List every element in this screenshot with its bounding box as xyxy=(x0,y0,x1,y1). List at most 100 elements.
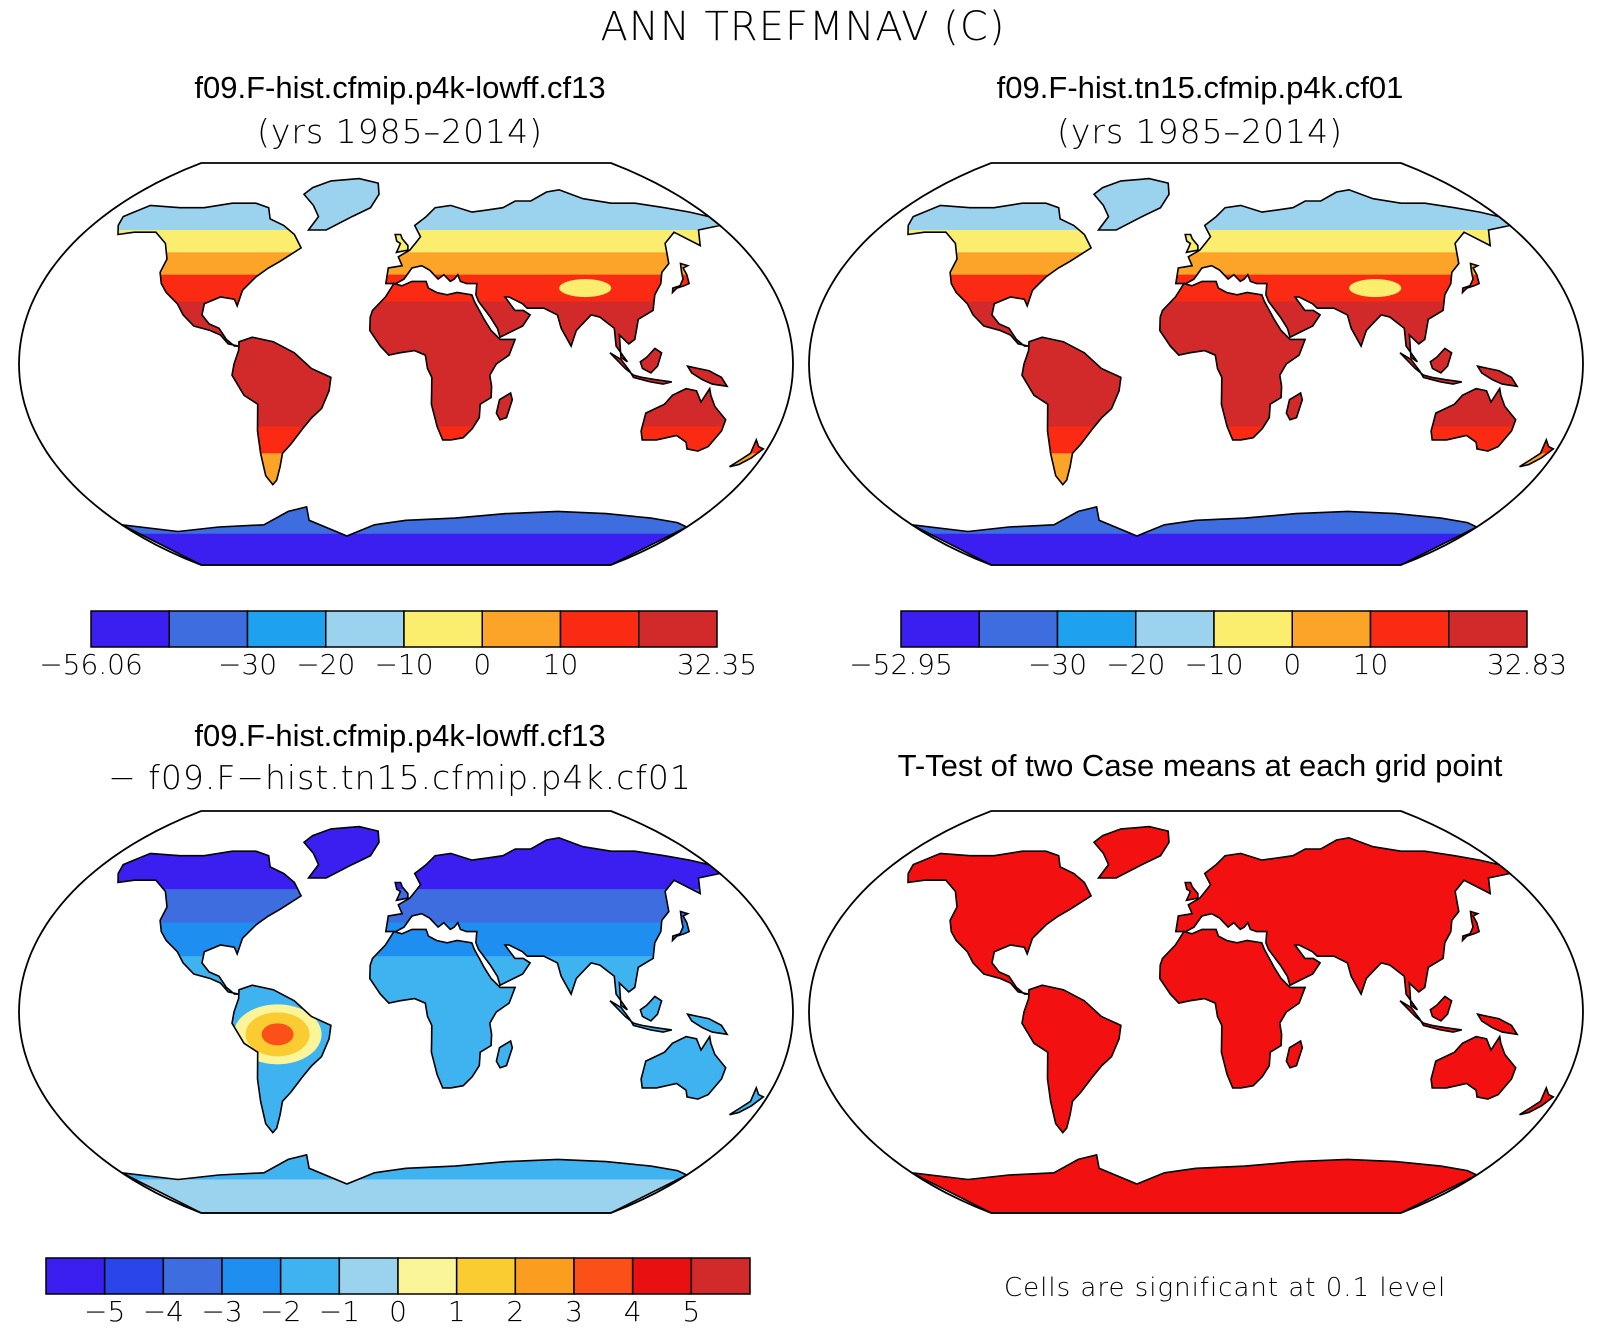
colorbar-swatch xyxy=(481,610,562,648)
coastline xyxy=(1021,336,1122,486)
map-color-band xyxy=(908,453,1554,499)
coastline xyxy=(1399,1000,1462,1033)
colorbar-swatch xyxy=(631,1257,693,1295)
coastline xyxy=(231,984,332,1134)
map-diff xyxy=(18,810,794,1214)
colorbar-tick-label: 5 xyxy=(682,1295,701,1328)
colorbar-swatch xyxy=(900,610,980,648)
colorbar-swatch xyxy=(455,1257,517,1295)
coastline xyxy=(384,836,722,1011)
coastline xyxy=(117,850,303,995)
colorbar-swatch xyxy=(338,1257,399,1295)
plateau-contour xyxy=(559,279,612,298)
significance-note: Cells are significant at 0.1 level xyxy=(1004,1273,1447,1303)
coastline xyxy=(1429,347,1453,374)
panel1-title: f09.F-hist.cfmip.p4k-lowff.cf13 xyxy=(194,70,606,105)
map-frame xyxy=(18,162,794,566)
map-case1 xyxy=(18,162,794,566)
colorbar-swatch xyxy=(1135,610,1215,648)
coastline xyxy=(907,202,1093,347)
coastline xyxy=(1475,365,1519,388)
anomaly-contour xyxy=(261,1023,294,1046)
colorbar-diff xyxy=(45,1257,751,1295)
coastline xyxy=(1174,836,1512,1011)
coastline xyxy=(907,850,1093,995)
map-color-band xyxy=(118,826,764,890)
map-color-band xyxy=(118,889,764,924)
colorbar-swatch xyxy=(1213,610,1293,648)
map-color-band xyxy=(118,426,764,454)
coastline xyxy=(1461,262,1481,295)
map-case2 xyxy=(808,162,1584,566)
colorbar-tick-label: −56.06 xyxy=(39,648,143,681)
map-color-band xyxy=(118,1179,764,1213)
map-color-band xyxy=(118,922,764,957)
coastline xyxy=(1021,984,1122,1134)
coastline xyxy=(671,262,691,295)
colorbar-tick-label: 32.35 xyxy=(676,648,758,681)
map-color-band xyxy=(118,498,764,535)
colorbar-swatch xyxy=(168,610,249,648)
colorbar-tick-label: −1 xyxy=(318,1295,360,1328)
map-color-band xyxy=(118,274,764,302)
map-color-band xyxy=(118,533,764,565)
colorbar-tick-label: 3 xyxy=(565,1295,583,1328)
coastline xyxy=(1184,233,1199,254)
coastline xyxy=(1092,177,1170,231)
colorbar-tick-label: −10 xyxy=(374,648,434,681)
colorbar-swatch xyxy=(573,1257,634,1295)
coastline xyxy=(1158,280,1307,441)
colorbar-tick-label: −5 xyxy=(84,1295,126,1328)
map-color-band xyxy=(908,274,1554,302)
panel1-subtitle: (yrs 1985–2014) xyxy=(257,112,543,151)
colorbar-tick-label: −4 xyxy=(142,1295,184,1328)
colorbar-tick-label: 1 xyxy=(447,1295,466,1328)
colorbar-swatch xyxy=(325,610,405,648)
coastline xyxy=(729,437,765,468)
coastline xyxy=(1285,1039,1304,1069)
colorbar-swatch xyxy=(90,610,170,648)
coastline xyxy=(640,386,727,452)
map-color-band xyxy=(908,426,1554,454)
colorbar-tick-label: −10 xyxy=(1184,648,1244,681)
coastline xyxy=(117,202,303,347)
colorbar-swatch xyxy=(221,1257,282,1295)
coastline xyxy=(1092,825,1170,879)
plateau-contour xyxy=(1349,279,1402,298)
coastline xyxy=(729,1085,765,1116)
coastline xyxy=(1519,1085,1555,1116)
colorbar-swatch xyxy=(1369,610,1450,648)
coastline xyxy=(1430,1034,1517,1100)
panel2-title: f09.F-hist.tn15.cfmip.p4k.cf01 xyxy=(996,70,1404,105)
coastline xyxy=(1430,386,1517,452)
colorbar-tick-label: −20 xyxy=(1106,648,1166,681)
coastline xyxy=(671,910,691,943)
colorbar-tick-label: −2 xyxy=(260,1295,302,1328)
panel3-title: f09.F-hist.cfmip.p4k-lowff.cf13 xyxy=(194,718,606,753)
colorbar-swatch xyxy=(1448,610,1528,648)
coastline xyxy=(639,995,663,1022)
colorbar-swatch xyxy=(162,1257,223,1295)
colorbar-tick-label: 0 xyxy=(389,1295,407,1328)
coastline xyxy=(384,188,722,363)
map-ttest xyxy=(808,810,1584,1214)
coastline xyxy=(302,177,380,231)
panel2-subtitle: (yrs 1985–2014) xyxy=(1057,112,1343,151)
coastline xyxy=(1184,881,1199,902)
map-color-band xyxy=(908,533,1554,565)
map-color-band xyxy=(908,230,1554,253)
map-frame xyxy=(808,810,1584,1214)
colorbar-swatch xyxy=(690,1257,751,1295)
coastline xyxy=(1461,910,1481,943)
coastline xyxy=(609,352,672,385)
colorbar-swatch xyxy=(403,610,483,648)
coastline xyxy=(1519,437,1555,468)
coastline xyxy=(639,347,663,374)
map-color-band xyxy=(908,252,1554,276)
colorbar-tick-label: −3 xyxy=(201,1295,243,1328)
map-frame xyxy=(18,810,794,1214)
colorbar-swatch xyxy=(397,1257,458,1295)
coastline xyxy=(394,233,409,254)
colorbar-tick-label: 10 xyxy=(542,648,579,681)
coastline xyxy=(685,365,729,388)
